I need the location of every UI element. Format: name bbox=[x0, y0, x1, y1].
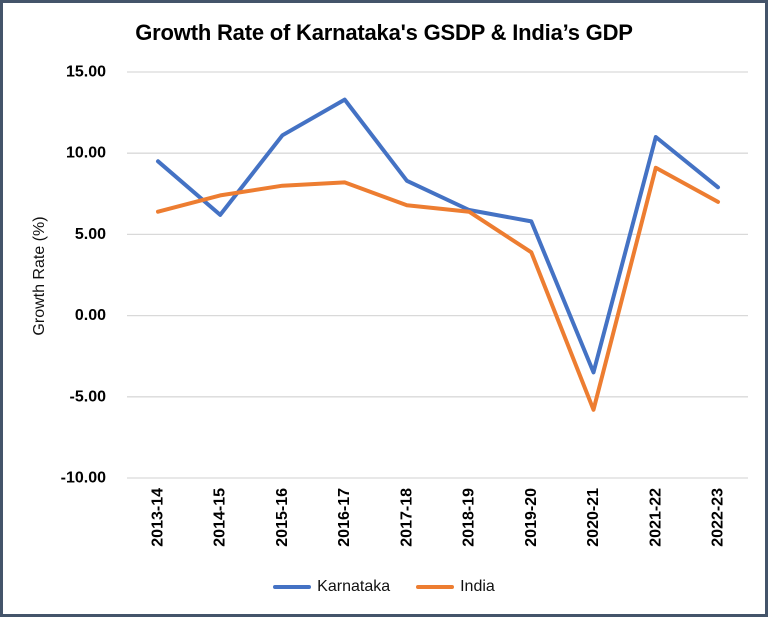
x-tick-label: 2018-19 bbox=[461, 488, 478, 547]
legend-label-karnataka: Karnataka bbox=[317, 578, 391, 595]
legend-item-india: India bbox=[416, 578, 495, 596]
plot-area: 15.00 10.00 5.00 0.00 -5.00 -10.00 2013-14 2014… bbox=[61, 64, 748, 547]
x-tick-label: 2020-21 bbox=[585, 488, 602, 547]
legend-label-india: India bbox=[460, 578, 495, 595]
karnataka-line-swatch bbox=[273, 585, 312, 589]
y-tick-label: 15.00 bbox=[66, 64, 106, 81]
series-line-india bbox=[156, 165, 720, 412]
y-tick-label: 10.00 bbox=[66, 145, 106, 162]
x-tick-label: 2021-22 bbox=[647, 488, 664, 547]
x-tick-label: 2015-16 bbox=[274, 488, 291, 547]
legend-item-karnataka: Karnataka bbox=[273, 578, 390, 596]
x-tick-label: 2014-15 bbox=[212, 488, 229, 547]
x-tick-label: 2017-18 bbox=[398, 488, 415, 547]
x-tick-label: 2016-17 bbox=[336, 488, 353, 547]
x-tick-label: 2019-20 bbox=[523, 488, 540, 547]
legend: Karnataka India bbox=[3, 578, 765, 596]
x-tick-label: 2013-14 bbox=[150, 488, 167, 547]
chart-title: Growth Rate of Karnataka's GSDP & India’… bbox=[135, 20, 633, 45]
y-tick-label: -10.00 bbox=[61, 470, 106, 487]
y-tick-label: 0.00 bbox=[75, 307, 106, 324]
y-tick-label: 5.00 bbox=[75, 226, 106, 243]
x-tick-label: 2022-23 bbox=[709, 488, 726, 547]
y-tick-label: -5.00 bbox=[70, 388, 107, 405]
india-line-swatch bbox=[416, 585, 455, 589]
series-line-karnataka bbox=[156, 97, 720, 375]
